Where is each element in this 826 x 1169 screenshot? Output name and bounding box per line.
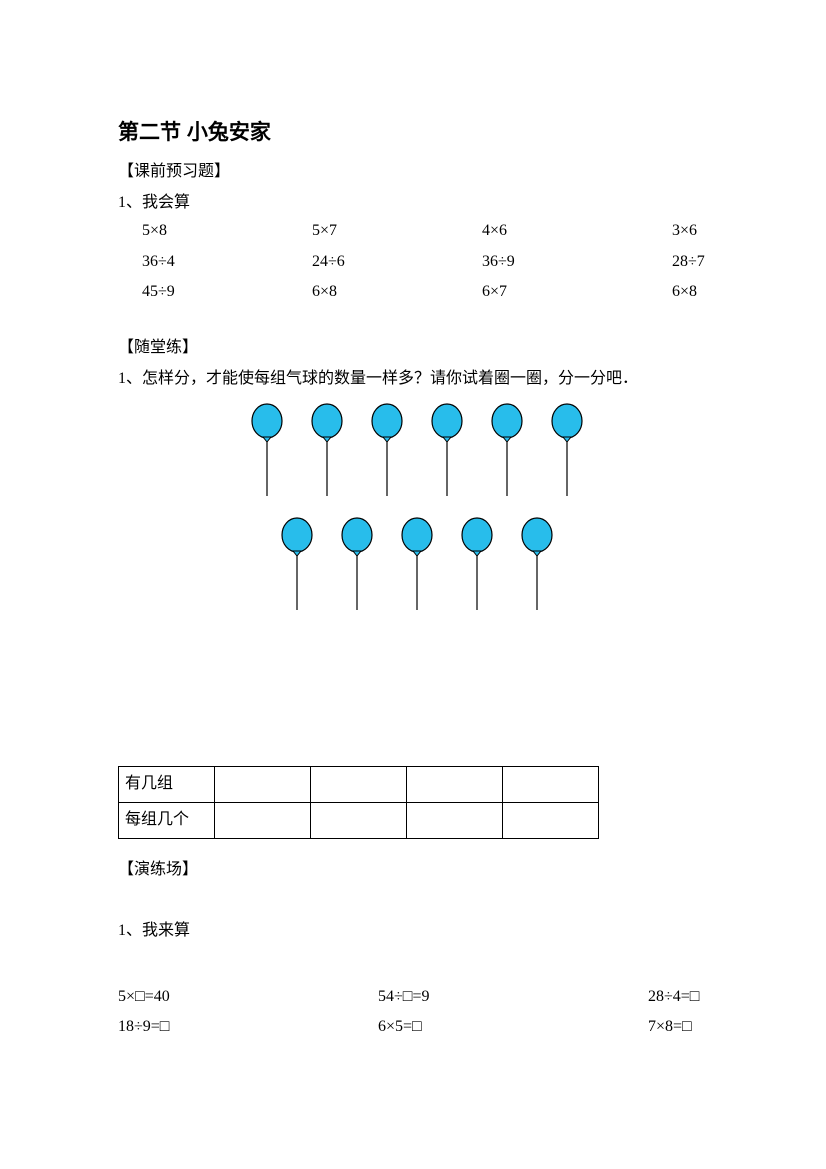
balloon-icon	[237, 402, 297, 502]
balloon-row	[267, 516, 567, 616]
eq-cell: 54÷□=9	[378, 986, 648, 1008]
section2-q1: 1、怎样分，才能使每组气球的数量一样多？请你试着圈一圈，分一分吧．	[118, 368, 716, 390]
table-cell	[503, 803, 599, 839]
q2-text: 怎样分，才能使每组气球的数量一样多？请你试着圈一圈，分一分吧．	[142, 370, 638, 387]
q3-text: 我来算	[142, 922, 190, 939]
arith-cell: 3×6	[672, 220, 716, 242]
table-cell	[215, 803, 311, 839]
page-title: 第二节 小兔安家	[118, 118, 716, 147]
table-cell	[311, 767, 407, 803]
balloon-row	[237, 402, 597, 502]
q2-prefix: 1、	[118, 370, 142, 387]
eq-grid: 5×□=4054÷□=928÷4=□ 18÷9=□6×5=□7×8=□	[118, 986, 716, 1039]
arith-cell: 28÷7	[672, 251, 716, 273]
table-row: 每组几个	[119, 803, 599, 839]
section1-label: 【课前预习题】	[118, 161, 716, 183]
balloon-icon	[447, 516, 507, 616]
row1-label: 有几组	[119, 767, 215, 803]
balloon-icon	[507, 516, 567, 616]
arith-cell: 45÷9	[142, 281, 312, 303]
arith-cell: 6×8	[312, 281, 482, 303]
table-row: 有几组	[119, 767, 599, 803]
arith-cell: 6×7	[482, 281, 672, 303]
section3-q1: 1、我来算	[118, 920, 716, 942]
eq-cell: 7×8=□	[648, 1016, 716, 1038]
row2-label: 每组几个	[119, 803, 215, 839]
balloon-icon	[267, 516, 327, 616]
section1-q1: 1、我会算	[118, 192, 716, 214]
eq-cell: 18÷9=□	[118, 1016, 378, 1038]
arith-cell: 4×6	[482, 220, 672, 242]
balloon-diagram	[118, 402, 716, 616]
table-cell	[407, 803, 503, 839]
section3-label: 【演练场】	[118, 859, 716, 881]
balloon-icon	[297, 402, 357, 502]
balloon-icon	[357, 402, 417, 502]
group-table: 有几组 每组几个	[118, 766, 599, 839]
table-cell	[407, 767, 503, 803]
table-cell	[503, 767, 599, 803]
balloon-icon	[537, 402, 597, 502]
arith-grid: 5×85×74×63×636÷424÷636÷928÷745÷96×86×76×…	[118, 220, 716, 303]
balloon-icon	[477, 402, 537, 502]
arith-cell: 24÷6	[312, 251, 482, 273]
arith-cell: 5×7	[312, 220, 482, 242]
balloon-icon	[327, 516, 387, 616]
eq-cell: 5×□=40	[118, 986, 378, 1008]
arith-cell: 5×8	[142, 220, 312, 242]
balloon-icon	[417, 402, 477, 502]
balloon-icon	[387, 516, 447, 616]
arith-cell: 6×8	[672, 281, 716, 303]
eq-cell: 6×5=□	[378, 1016, 648, 1038]
eq-cell: 28÷4=□	[648, 986, 716, 1008]
table-cell	[215, 767, 311, 803]
arith-cell: 36÷4	[142, 251, 312, 273]
q3-prefix: 1、	[118, 922, 142, 939]
q1-text: 我会算	[142, 194, 190, 211]
q1-prefix: 1、	[118, 194, 142, 211]
table-cell	[311, 803, 407, 839]
section2-label: 【随堂练】	[118, 337, 716, 359]
arith-cell: 36÷9	[482, 251, 672, 273]
